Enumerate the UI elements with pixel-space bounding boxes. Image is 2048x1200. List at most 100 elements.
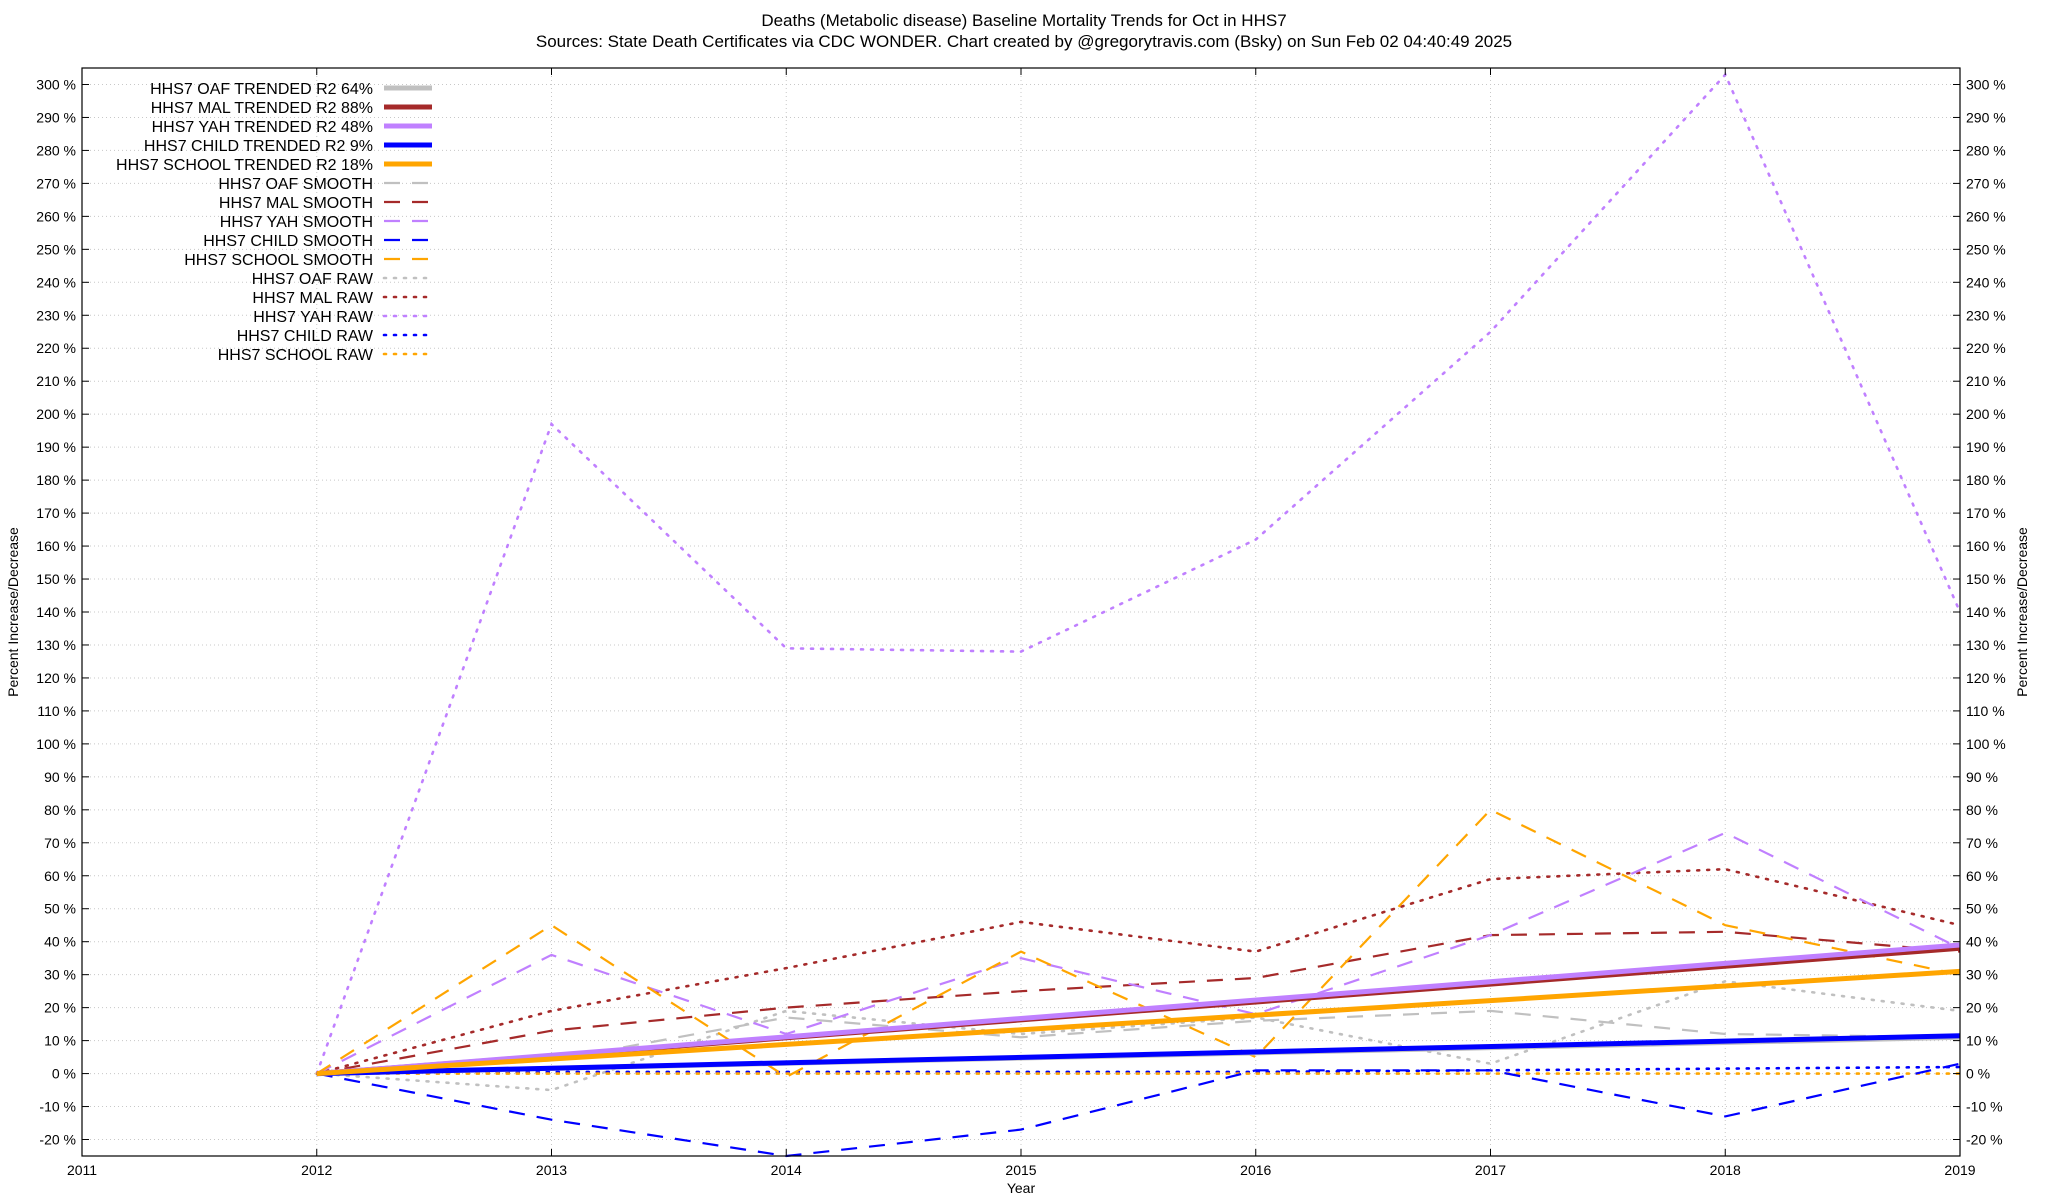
y-tick-label-right: 130 % (1966, 637, 2006, 653)
y-tick-label-left: 80 % (44, 802, 76, 818)
y-tick-label-right: 10 % (1966, 1033, 1998, 1049)
y-tick-label-right: 140 % (1966, 604, 2006, 620)
legend-label: HHS7 OAF TRENDED R2 64% (150, 81, 373, 98)
y-tick-label-left: 140 % (36, 604, 76, 620)
x-tick-label: 2018 (1710, 1162, 1741, 1178)
y-tick-label-left: 240 % (36, 274, 76, 290)
y-tick-label-right: 250 % (1966, 241, 2006, 257)
chart-subtitle: Sources: State Death Certificates via CD… (536, 32, 1512, 51)
y-tick-label-left: -20 % (39, 1132, 76, 1148)
y-tick-label-left: 190 % (36, 439, 76, 455)
y-tick-label-left: 170 % (36, 505, 76, 521)
y-tick-label-right: 260 % (1966, 208, 2006, 224)
y-tick-label-right: 50 % (1966, 901, 1998, 917)
y-tick-label-left: 290 % (36, 109, 76, 125)
y-tick-label-left: 150 % (36, 571, 76, 587)
y-tick-label-left: 220 % (36, 340, 76, 356)
series-line-hhs7-yah-trended-r2-48 (316, 942, 1961, 1077)
chart-title: Deaths (Metabolic disease) Baseline Mort… (761, 11, 1286, 30)
y-tick-label-right: 180 % (1966, 472, 2006, 488)
y-tick-label-right: 80 % (1966, 802, 1998, 818)
legend-label: HHS7 SCHOOL SMOOTH (184, 252, 373, 269)
y-tick-label-left: 10 % (44, 1033, 76, 1049)
y-tick-label-right: 110 % (1966, 703, 2005, 719)
y-tick-label-left: 30 % (44, 967, 76, 983)
y-tick-label-right: 170 % (1966, 505, 2006, 521)
series-line-hhs7-school-smooth (316, 808, 1961, 1079)
y-tick-label-left: 70 % (44, 835, 76, 851)
legend-label: HHS7 OAF SMOOTH (218, 176, 373, 193)
series-line-hhs7-school-trended-r2-18 (316, 968, 1961, 1077)
y-tick-label-right: 240 % (1966, 274, 2006, 290)
y-tick-label-left: 200 % (36, 406, 76, 422)
y-tick-label-right: 160 % (1966, 538, 2006, 554)
y-tick-label-right: 270 % (1966, 175, 2006, 191)
series-line-hhs7-mal-smooth (316, 930, 1961, 1075)
y-tick-label-left: 20 % (44, 1000, 76, 1016)
legend-label: HHS7 YAH RAW (253, 309, 374, 326)
y-tick-label-right: 70 % (1966, 835, 1998, 851)
y-tick-label-right: 120 % (1966, 670, 2006, 686)
y-tick-label-left: 210 % (36, 373, 76, 389)
y-tick-label-left: 110 % (37, 703, 76, 719)
y-tick-label-right: -10 % (1966, 1099, 2003, 1115)
y-tick-label-left: 130 % (36, 637, 76, 653)
series-line-hhs7-child-raw (315, 1065, 1962, 1075)
x-tick-label: 2012 (301, 1162, 332, 1178)
y-axis-ticks: -20 % -20 % -10 % -10 % 0 % 0 % 10 % 10 % 20 % 20… (36, 76, 2005, 1147)
legend-label: HHS7 SCHOOL RAW (218, 347, 374, 364)
x-tick-label: 2017 (1475, 1162, 1506, 1178)
y-tick-label-right: 220 % (1966, 340, 2006, 356)
y-tick-label-right: 210 % (1966, 373, 2006, 389)
x-tick-label: 2019 (1944, 1162, 1975, 1178)
legend-label: HHS7 YAH SMOOTH (220, 214, 373, 231)
y-tick-label-right: 90 % (1966, 769, 1998, 785)
y-tick-label-left: 100 % (36, 736, 76, 752)
x-axis-ticks: 2011 2012 2013 2014 2015 2016 2017 2018 2019 (67, 68, 1976, 1178)
y-tick-label-left: 0 % (52, 1066, 76, 1082)
y-tick-label-right: 200 % (1966, 406, 2006, 422)
plot-series (315, 72, 1962, 1158)
y-tick-label-right: 0 % (1966, 1066, 1990, 1082)
series-line-hhs7-mal-raw (315, 867, 1962, 1075)
x-tick-label: 2011 (67, 1162, 97, 1178)
y-tick-label-left: 50 % (44, 901, 76, 917)
legend-label: HHS7 YAH TRENDED R2 48% (152, 119, 373, 136)
series-line-hhs7-child-trended-r2-9 (316, 1033, 1961, 1077)
y-tick-label-right: 60 % (1966, 868, 1998, 884)
y-tick-label-left: 260 % (36, 208, 76, 224)
y-tick-label-left: 180 % (36, 472, 76, 488)
legend: HHS7 OAF TRENDED R2 64% HHS7 MAL TRENDED … (116, 81, 434, 364)
y-tick-label-left: 90 % (44, 769, 76, 785)
y-tick-label-left: 300 % (36, 76, 76, 92)
legend-label: HHS7 CHILD RAW (237, 328, 374, 345)
gridlines (81, 68, 1961, 1156)
y-axis-label: Percent Increase/Decrease (5, 527, 21, 697)
y-tick-label-right: 190 % (1966, 439, 2006, 455)
y-tick-label-left: 250 % (36, 241, 76, 257)
legend-label: HHS7 SCHOOL TRENDED R2 18% (116, 157, 373, 174)
series-line-hhs7-oaf-raw (315, 979, 1962, 1092)
y-tick-label-left: 280 % (36, 142, 76, 158)
y-tick-label-right: 30 % (1966, 967, 1998, 983)
legend-label: HHS7 MAL TRENDED R2 88% (151, 100, 373, 117)
y2-axis-label: Percent Increase/Decrease (2014, 527, 2030, 697)
y-tick-label-right: 230 % (1966, 307, 2006, 323)
series-line-hhs7-yah-smooth (316, 831, 1961, 1075)
series-line-hhs7-oaf-smooth (316, 1009, 1961, 1075)
x-tick-label: 2013 (536, 1162, 567, 1178)
y-tick-label-left: 230 % (36, 307, 76, 323)
series-line-hhs7-yah-raw (315, 72, 1962, 1075)
y-tick-label-left: 270 % (36, 175, 76, 191)
legend-label: HHS7 MAL SMOOTH (219, 195, 373, 212)
y-tick-label-left: 160 % (36, 538, 76, 554)
y-tick-label-right: 100 % (1966, 736, 2006, 752)
y-tick-label-left: 120 % (36, 670, 76, 686)
x-tick-label: 2016 (1240, 1162, 1271, 1178)
x-axis-label: Year (1007, 1180, 1036, 1196)
y-tick-label-right: 20 % (1966, 1000, 1998, 1016)
legend-label: HHS7 CHILD TRENDED R2 9% (144, 138, 373, 155)
legend-label: HHS7 OAF RAW (252, 271, 374, 288)
y-tick-label-left: 60 % (44, 868, 76, 884)
